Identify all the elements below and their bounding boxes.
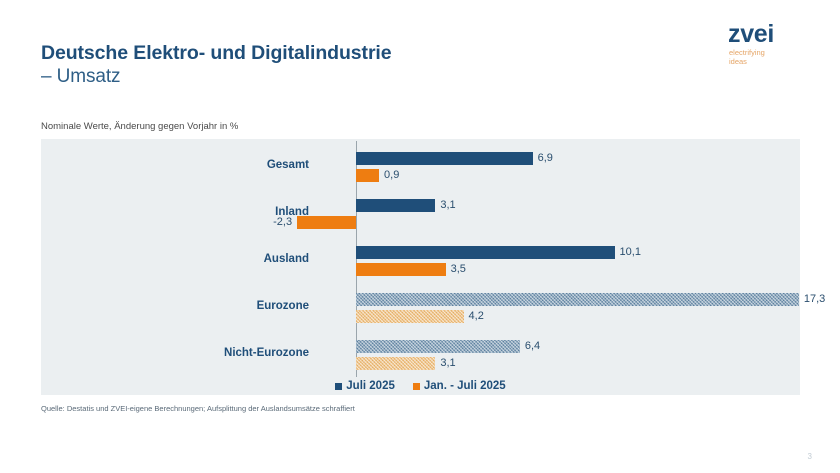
- bar-nicht-eurozone-series-1: [356, 340, 520, 353]
- value-label-inland-series-2: -2,3: [273, 216, 293, 228]
- page-title: Deutsche Elektro- und Digitalindustrie: [41, 42, 392, 64]
- legend-swatch-icon-1: [335, 382, 343, 390]
- logo-tagline-line2: ideas: [729, 56, 747, 66]
- legend-item-1[interactable]: Juli 2025: [335, 380, 395, 392]
- zvei-logo: zvei electrifying ideas: [728, 22, 814, 66]
- bar-ausland-series-2: [356, 263, 446, 276]
- value-label-inland-series-1: 3,1: [440, 199, 456, 211]
- category-label-ausland: Ausland: [263, 252, 309, 265]
- bar-gesamt-series-1: [356, 152, 533, 165]
- bar-chart: 6,9 0,9 3,1 -2,3 10,1 3,5 17,3 4,2 6,4 3,1 Gesamt…: [41, 139, 825, 395]
- category-label-eurozone: Eurozone: [256, 299, 309, 312]
- legend-item-2[interactable]: Jan. - Juli 2025: [412, 380, 506, 392]
- value-label-gesamt-series-2: 0,9: [384, 169, 400, 181]
- category-label-gesamt: Gesamt: [266, 158, 309, 171]
- logo-tagline: electrifying ideas: [728, 48, 814, 66]
- bar-eurozone-series-2: [356, 310, 464, 323]
- value-label-gesamt-series-1: 6,9: [537, 152, 553, 164]
- value-label-eurozone-series-2: 4,2: [468, 310, 484, 322]
- chart-axis-note: Nominale Werte, Änderung gegen Vorjahr i…: [41, 121, 239, 132]
- category-label-nicht-eurozone: Nicht-Eurozone: [224, 346, 309, 359]
- bar-ausland-series-1: [356, 246, 615, 259]
- bar-nicht-eurozone-series-2: [356, 357, 436, 370]
- legend-swatch-icon-2: [412, 382, 420, 390]
- source-note: Quelle: Destatis und ZVEI-eigene Berechn…: [41, 404, 355, 413]
- value-label-nicht-eurozone-series-1: 6,4: [524, 340, 541, 352]
- value-label-eurozone-series-1: 17,3: [803, 293, 826, 305]
- bar-inland-series-2: [297, 216, 356, 229]
- legend-label-1: Juli 2025: [346, 380, 395, 392]
- bar-gesamt-series-2: [356, 169, 380, 182]
- bar-eurozone-series-1: [356, 293, 799, 306]
- logo-tagline-line1: electrifying: [729, 48, 765, 57]
- bar-inland-series-1: [356, 199, 436, 212]
- page-number: 3: [807, 452, 812, 461]
- value-label-nicht-eurozone-series-2: 3,1: [440, 357, 456, 369]
- category-label-inland: Inland: [275, 205, 309, 218]
- value-label-ausland-series-2: 3,5: [450, 263, 466, 275]
- value-label-ausland-series-1: 10,1: [619, 246, 641, 258]
- legend-label-2: Jan. - Juli 2025: [423, 380, 506, 392]
- logo-wordmark: zvei: [728, 20, 775, 48]
- chart-legend: Juli 2025 Jan. - Juli 2025: [41, 380, 800, 392]
- zero-axis-line: [356, 141, 357, 377]
- page-subtitle: – Umsatz: [41, 66, 121, 87]
